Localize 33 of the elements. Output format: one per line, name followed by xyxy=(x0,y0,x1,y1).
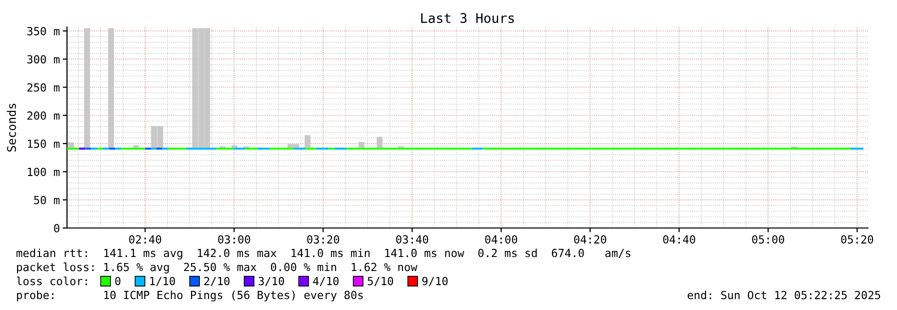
legend-label: 3/10 xyxy=(258,276,284,286)
y-tick-label: 50 m xyxy=(34,196,60,204)
y-tick-label: 150 m xyxy=(28,140,60,148)
y-axis-title: Seconds xyxy=(6,104,16,152)
x-tick-label: 04:40 xyxy=(663,235,696,244)
x-tick-label: 05:00 xyxy=(752,235,784,244)
text: end: Sun Oct 12 05:22:25 2025 xyxy=(688,290,880,300)
legend-label: 4/10 xyxy=(313,276,339,286)
y-tick-label: 200 m xyxy=(27,111,60,120)
x-tick-label: 03:40 xyxy=(396,235,428,244)
legend-label: 0 xyxy=(115,276,120,286)
x-tick-label: 03:00 xyxy=(218,235,250,244)
y-tick-label: 350 m xyxy=(27,26,60,36)
text: probe: 10 ICMP Echo Pings (56 Bytes) every 80s xyxy=(17,290,363,302)
bar xyxy=(358,142,364,148)
text: median rtt: 141.1 ms avg 142.0 ms max 141.0 ms min 141.0 ms now 0.2 ms sd 674.0 am/s xyxy=(16,248,630,260)
legend-label: 1/10 xyxy=(150,276,175,286)
legend-label: 9/10 xyxy=(422,276,448,286)
x-tick-label: 02:40 xyxy=(129,235,162,244)
x-tick-label: 03:20 xyxy=(307,235,340,244)
y-tick-label: 300 m xyxy=(27,55,60,64)
x-tick-label: 05:20 xyxy=(841,235,874,244)
chart-title: Last 3 Hours xyxy=(421,13,514,24)
bar xyxy=(68,142,74,148)
y-tick-label: 0 xyxy=(54,224,60,232)
legend-label: 5/10 xyxy=(368,276,394,286)
y-tick-label: 100 m xyxy=(28,168,60,176)
x-tick-label: 04:00 xyxy=(485,235,518,244)
legend-label: 2/10 xyxy=(204,276,230,286)
y-tick-label: 250 m xyxy=(27,83,60,92)
x-tick-label: 04:20 xyxy=(574,235,606,244)
legend-title: loss color: xyxy=(16,276,87,286)
text: packet loss: 1.65 % avg 25.50 % max 0.00 % min 1.62 % now xyxy=(17,262,418,274)
